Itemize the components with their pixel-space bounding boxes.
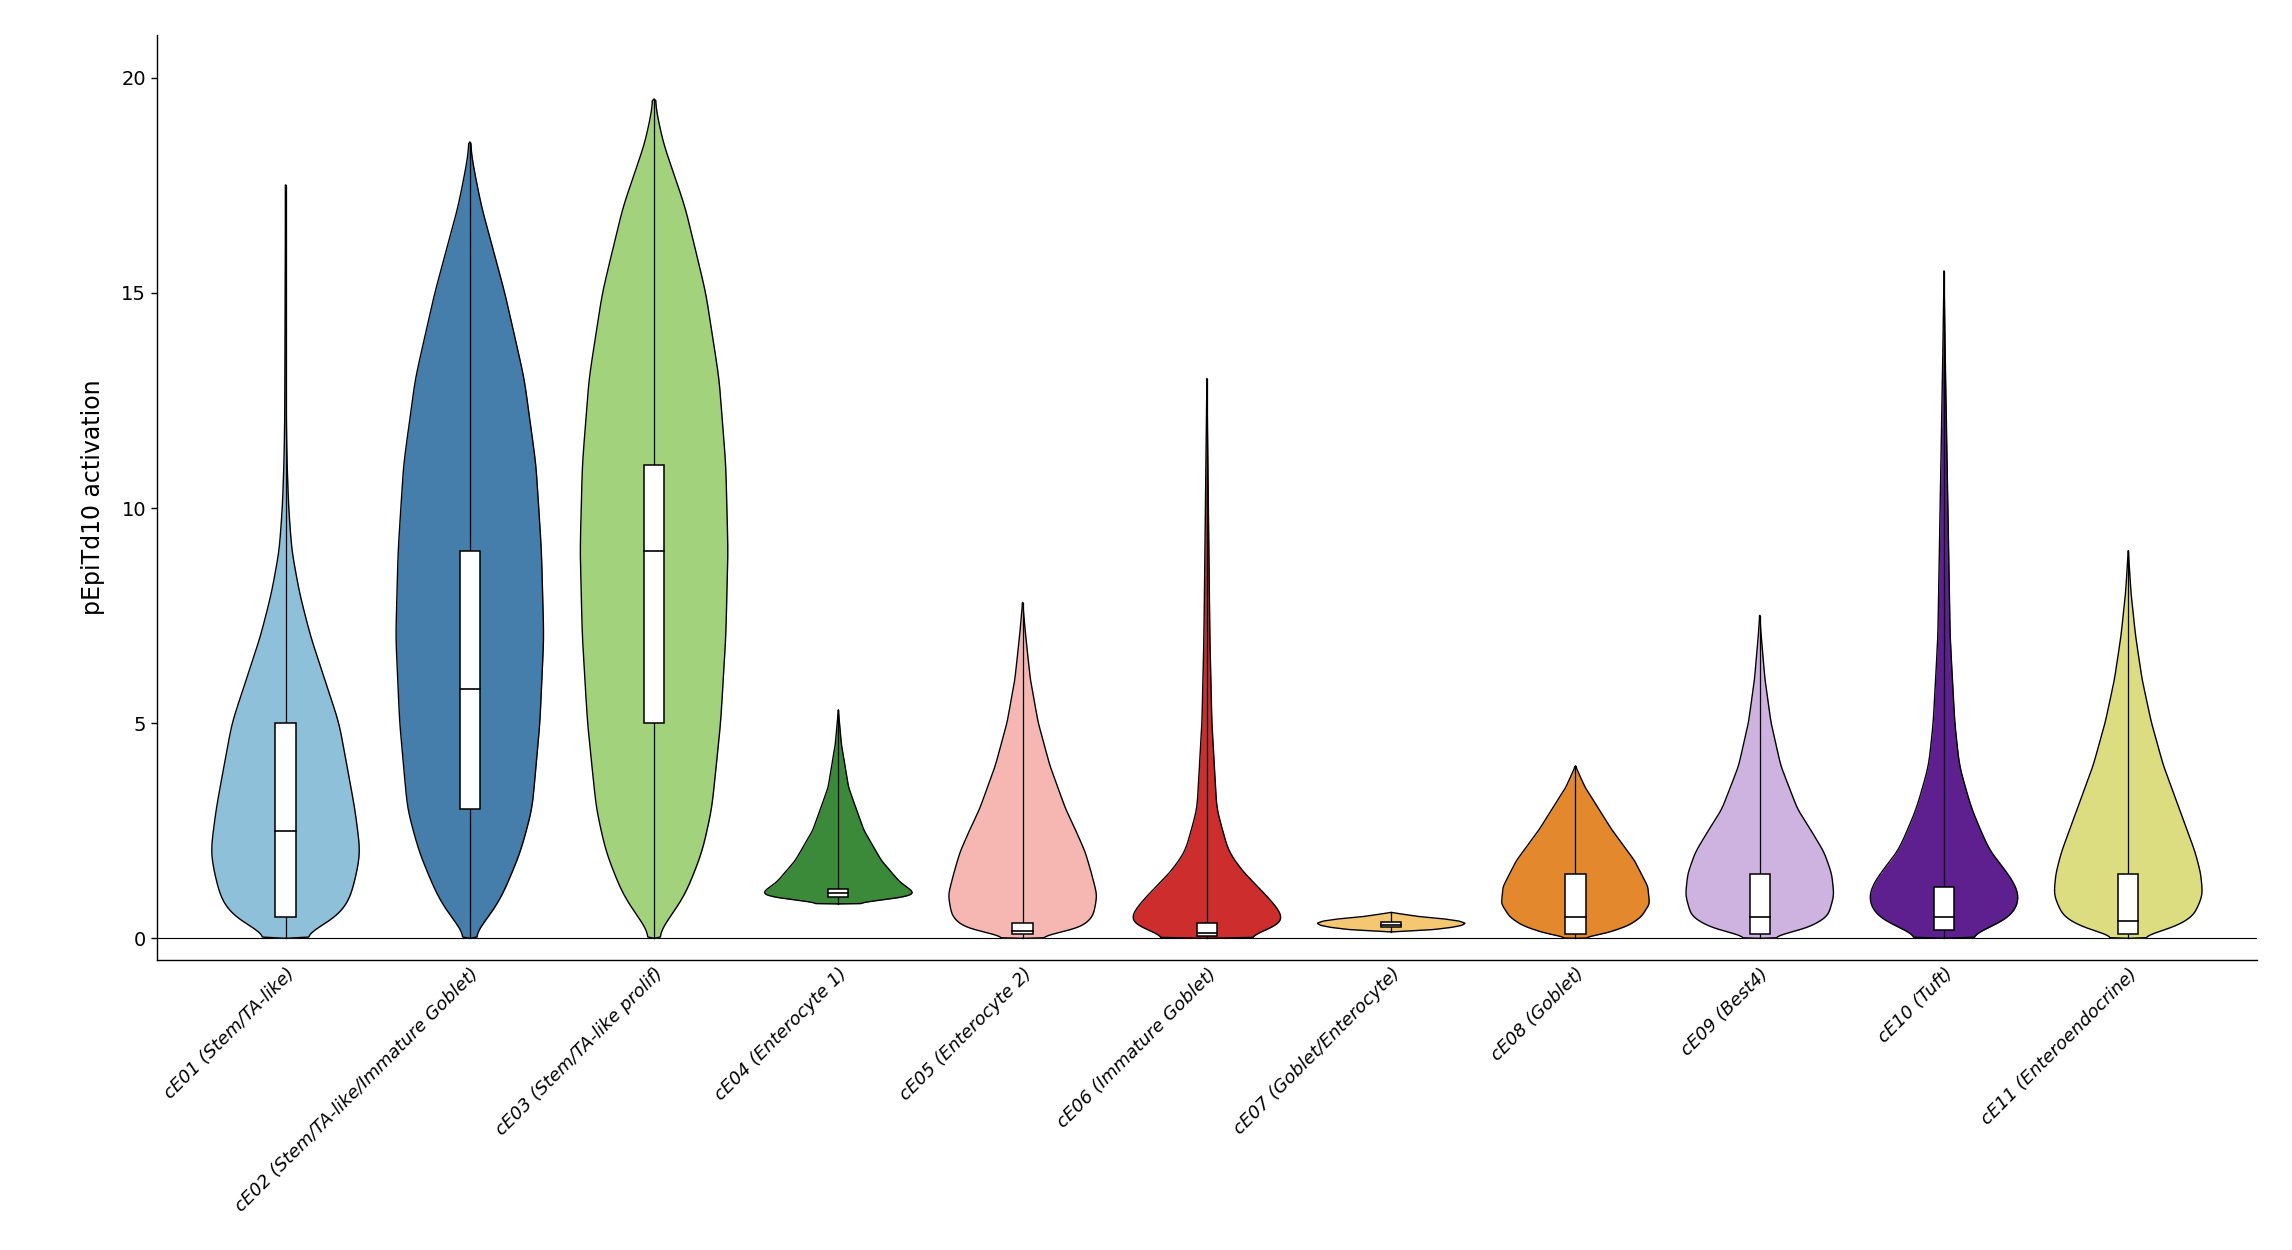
Y-axis label: pEpiTd10 activation: pEpiTd10 activation (80, 380, 105, 615)
FancyBboxPatch shape (1013, 924, 1034, 934)
FancyBboxPatch shape (2118, 874, 2138, 934)
FancyBboxPatch shape (1934, 886, 1955, 930)
FancyBboxPatch shape (827, 889, 848, 898)
FancyBboxPatch shape (1382, 922, 1400, 926)
FancyBboxPatch shape (1565, 874, 1586, 934)
FancyBboxPatch shape (644, 465, 665, 724)
FancyBboxPatch shape (275, 724, 296, 916)
FancyBboxPatch shape (1749, 874, 1769, 934)
FancyBboxPatch shape (1196, 924, 1217, 936)
FancyBboxPatch shape (461, 551, 479, 809)
